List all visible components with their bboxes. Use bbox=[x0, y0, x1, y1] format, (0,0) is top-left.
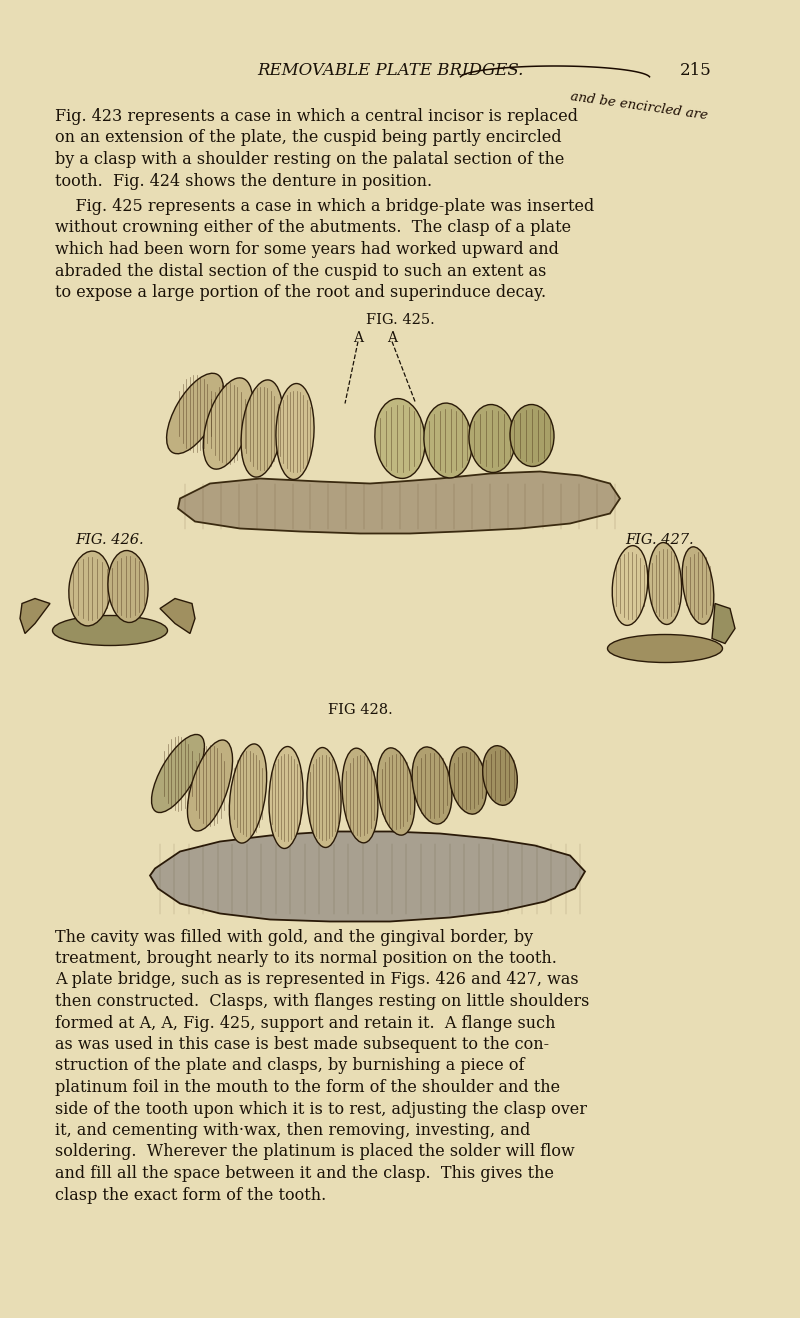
Ellipse shape bbox=[241, 380, 283, 477]
Ellipse shape bbox=[151, 734, 205, 812]
Text: platinum foil in the mouth to the form of the shoulder and the: platinum foil in the mouth to the form o… bbox=[55, 1079, 560, 1097]
Text: tooth.  Fig. 424 shows the denture in position.: tooth. Fig. 424 shows the denture in pos… bbox=[55, 173, 432, 190]
Text: without crowning either of the abutments.  The clasp of a plate: without crowning either of the abutments… bbox=[55, 220, 571, 236]
Ellipse shape bbox=[276, 384, 314, 480]
Text: Fig. 423 represents a case in which a central incisor is replaced: Fig. 423 represents a case in which a ce… bbox=[55, 108, 578, 125]
Text: to expose a large portion of the root and superinduce decay.: to expose a large portion of the root an… bbox=[55, 283, 546, 301]
Ellipse shape bbox=[607, 634, 722, 663]
Text: abraded the distal section of the cuspid to such an extent as: abraded the distal section of the cuspid… bbox=[55, 262, 546, 279]
Text: Fig. 425 represents a case in which a bridge-plate was inserted: Fig. 425 represents a case in which a br… bbox=[55, 198, 594, 215]
Ellipse shape bbox=[469, 405, 515, 472]
Ellipse shape bbox=[53, 616, 167, 646]
Ellipse shape bbox=[412, 747, 452, 824]
Polygon shape bbox=[712, 604, 735, 643]
Ellipse shape bbox=[682, 547, 714, 625]
Text: FIG 428.: FIG 428. bbox=[328, 704, 392, 717]
Polygon shape bbox=[150, 832, 585, 921]
Text: treatment, brought nearly to its normal position on the tooth.: treatment, brought nearly to its normal … bbox=[55, 950, 557, 967]
Text: formed at A, A, Fig. 425, support and retain it.  A flange such: formed at A, A, Fig. 425, support and re… bbox=[55, 1015, 555, 1032]
Polygon shape bbox=[160, 598, 195, 634]
Ellipse shape bbox=[424, 403, 472, 478]
Text: and be encircled are: and be encircled are bbox=[570, 90, 709, 123]
Ellipse shape bbox=[108, 551, 148, 622]
Text: on an extension of the plate, the cuspid being partly encircled: on an extension of the plate, the cuspid… bbox=[55, 129, 562, 146]
Ellipse shape bbox=[612, 546, 648, 625]
Text: A: A bbox=[387, 332, 397, 345]
Text: as was used in this case is best made subsequent to the con-: as was used in this case is best made su… bbox=[55, 1036, 549, 1053]
Ellipse shape bbox=[482, 746, 518, 805]
Text: and fill all the space between it and the clasp.  This gives the: and fill all the space between it and th… bbox=[55, 1165, 554, 1182]
Polygon shape bbox=[20, 598, 50, 634]
Text: A plate bridge, such as is represented in Figs. 426 and 427, was: A plate bridge, such as is represented i… bbox=[55, 971, 578, 988]
Text: FIG. 426.: FIG. 426. bbox=[76, 534, 144, 547]
Ellipse shape bbox=[307, 747, 341, 847]
Text: 215: 215 bbox=[680, 62, 712, 79]
Ellipse shape bbox=[342, 749, 378, 842]
Text: which had been worn for some years had worked upward and: which had been worn for some years had w… bbox=[55, 241, 559, 258]
Polygon shape bbox=[178, 472, 620, 534]
Text: soldering.  Wherever the platinum is placed the solder will flow: soldering. Wherever the platinum is plac… bbox=[55, 1144, 574, 1161]
Text: by a clasp with a shoulder resting on the palatal section of the: by a clasp with a shoulder resting on th… bbox=[55, 152, 564, 167]
Text: REMOVABLE PLATE BRIDGES.: REMOVABLE PLATE BRIDGES. bbox=[257, 62, 523, 79]
Ellipse shape bbox=[510, 405, 554, 467]
Text: then constructed.  Clasps, with flanges resting on little shoulders: then constructed. Clasps, with flanges r… bbox=[55, 992, 590, 1010]
Text: The cavity was filled with gold, and the gingival border, by: The cavity was filled with gold, and the… bbox=[55, 928, 533, 945]
Text: side of the tooth upon which it is to rest, adjusting the clasp over: side of the tooth upon which it is to re… bbox=[55, 1101, 587, 1118]
Text: clasp the exact form of the tooth.: clasp the exact form of the tooth. bbox=[55, 1186, 326, 1203]
Ellipse shape bbox=[375, 398, 425, 478]
Ellipse shape bbox=[187, 739, 233, 832]
Text: A: A bbox=[353, 332, 363, 345]
Ellipse shape bbox=[269, 746, 303, 849]
Ellipse shape bbox=[203, 378, 253, 469]
Text: FIG. 425.: FIG. 425. bbox=[366, 314, 434, 327]
Ellipse shape bbox=[166, 373, 223, 453]
Text: struction of the plate and clasps, by burnishing a piece of: struction of the plate and clasps, by bu… bbox=[55, 1057, 525, 1074]
Ellipse shape bbox=[648, 543, 682, 625]
Ellipse shape bbox=[230, 743, 266, 844]
Ellipse shape bbox=[69, 551, 111, 626]
Ellipse shape bbox=[450, 747, 486, 815]
Text: FIG. 427.: FIG. 427. bbox=[626, 534, 694, 547]
Ellipse shape bbox=[377, 747, 415, 836]
Text: it, and cementing with·wax, then removing, investing, and: it, and cementing with·wax, then removin… bbox=[55, 1122, 530, 1139]
